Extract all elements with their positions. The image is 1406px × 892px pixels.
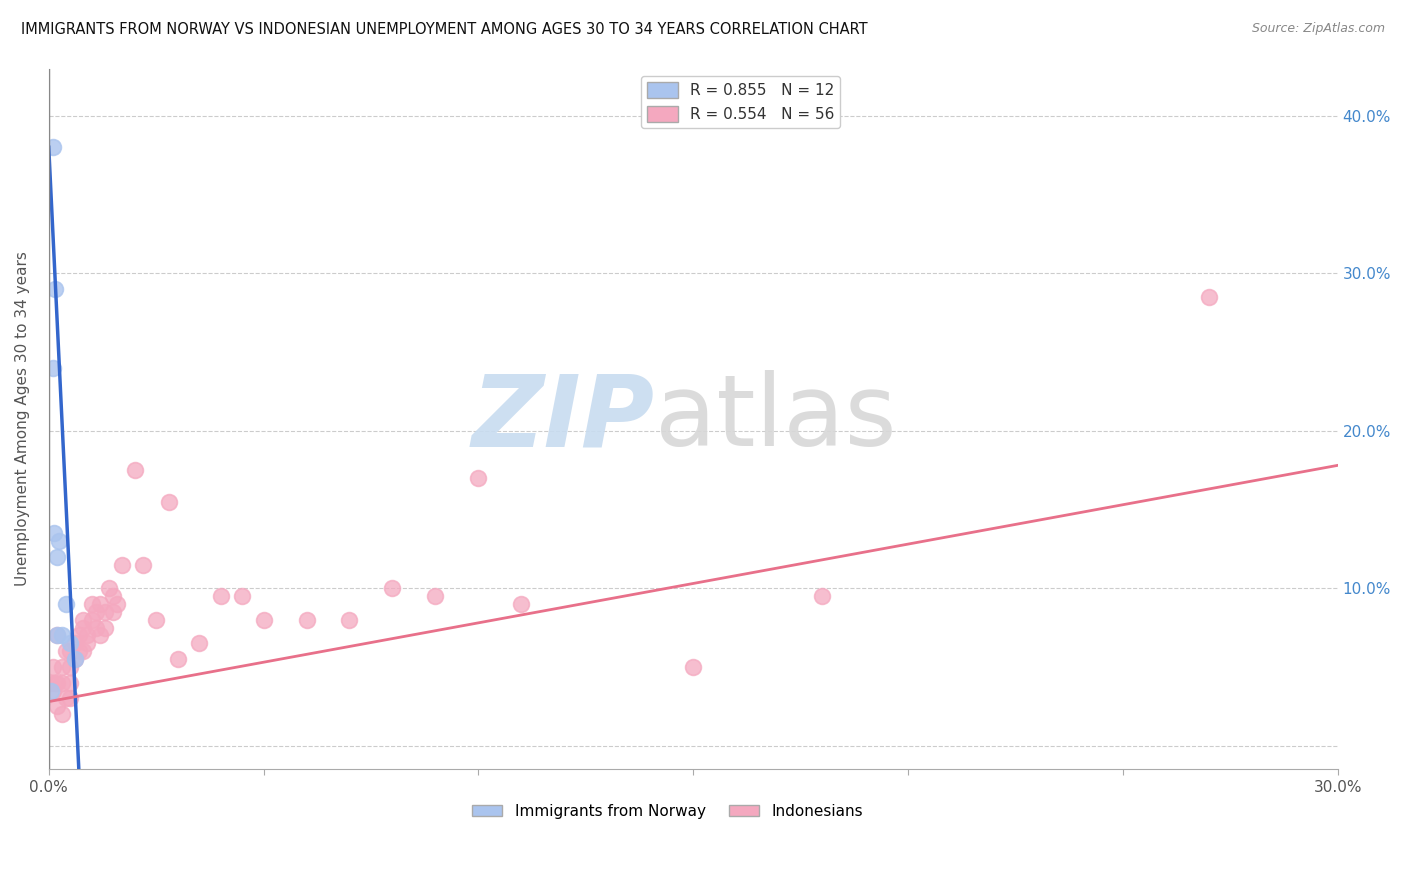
Point xyxy=(72,644,94,658)
Point xyxy=(103,589,125,603)
Point xyxy=(51,707,73,722)
Point xyxy=(63,652,86,666)
Point xyxy=(44,282,66,296)
Point xyxy=(80,613,103,627)
Point xyxy=(55,644,77,658)
Point xyxy=(42,360,65,375)
Point xyxy=(67,644,90,658)
Point xyxy=(166,652,188,666)
Point xyxy=(76,628,98,642)
Point xyxy=(59,644,82,658)
Point xyxy=(67,628,90,642)
Point xyxy=(1198,290,1220,304)
Point xyxy=(339,613,361,627)
Point xyxy=(188,636,211,650)
Point xyxy=(111,558,134,572)
Text: atlas: atlas xyxy=(655,370,896,467)
Text: ZIP: ZIP xyxy=(471,370,655,467)
Point xyxy=(132,558,155,572)
Point xyxy=(42,683,65,698)
Point xyxy=(59,660,82,674)
Point xyxy=(59,636,82,650)
Point xyxy=(59,691,82,706)
Point xyxy=(157,494,180,508)
Point xyxy=(51,660,73,674)
Point xyxy=(510,597,533,611)
Point xyxy=(51,675,73,690)
Point xyxy=(44,675,66,690)
Point xyxy=(89,597,111,611)
Point xyxy=(46,549,69,564)
Point xyxy=(42,660,65,674)
Point xyxy=(46,628,69,642)
Point xyxy=(63,636,86,650)
Point xyxy=(55,691,77,706)
Point xyxy=(84,621,107,635)
Point xyxy=(467,471,489,485)
Point xyxy=(295,613,318,627)
Point xyxy=(42,140,65,154)
Point xyxy=(48,533,70,548)
Point xyxy=(89,628,111,642)
Point xyxy=(46,675,69,690)
Point xyxy=(682,660,704,674)
Point xyxy=(63,652,86,666)
Text: Source: ZipAtlas.com: Source: ZipAtlas.com xyxy=(1251,22,1385,36)
Point xyxy=(145,613,167,627)
Point xyxy=(46,699,69,714)
Point xyxy=(103,605,125,619)
Point xyxy=(55,597,77,611)
Point xyxy=(381,581,404,595)
Point xyxy=(44,526,66,541)
Point xyxy=(93,605,115,619)
Point xyxy=(39,683,62,698)
Point xyxy=(231,589,253,603)
Point xyxy=(72,613,94,627)
Point xyxy=(97,581,120,595)
Point xyxy=(76,636,98,650)
Point xyxy=(59,675,82,690)
Point xyxy=(107,597,129,611)
Point xyxy=(46,628,69,642)
Point xyxy=(51,628,73,642)
Point xyxy=(93,621,115,635)
Point xyxy=(72,621,94,635)
Point xyxy=(84,605,107,619)
Point xyxy=(209,589,232,603)
Y-axis label: Unemployment Among Ages 30 to 34 years: Unemployment Among Ages 30 to 34 years xyxy=(15,252,30,586)
Point xyxy=(39,675,62,690)
Text: IMMIGRANTS FROM NORWAY VS INDONESIAN UNEMPLOYMENT AMONG AGES 30 TO 34 YEARS CORR: IMMIGRANTS FROM NORWAY VS INDONESIAN UNE… xyxy=(21,22,868,37)
Point xyxy=(811,589,834,603)
Point xyxy=(252,613,274,627)
Point xyxy=(80,597,103,611)
Point xyxy=(124,463,146,477)
Legend: Immigrants from Norway, Indonesians: Immigrants from Norway, Indonesians xyxy=(465,797,869,825)
Point xyxy=(425,589,447,603)
